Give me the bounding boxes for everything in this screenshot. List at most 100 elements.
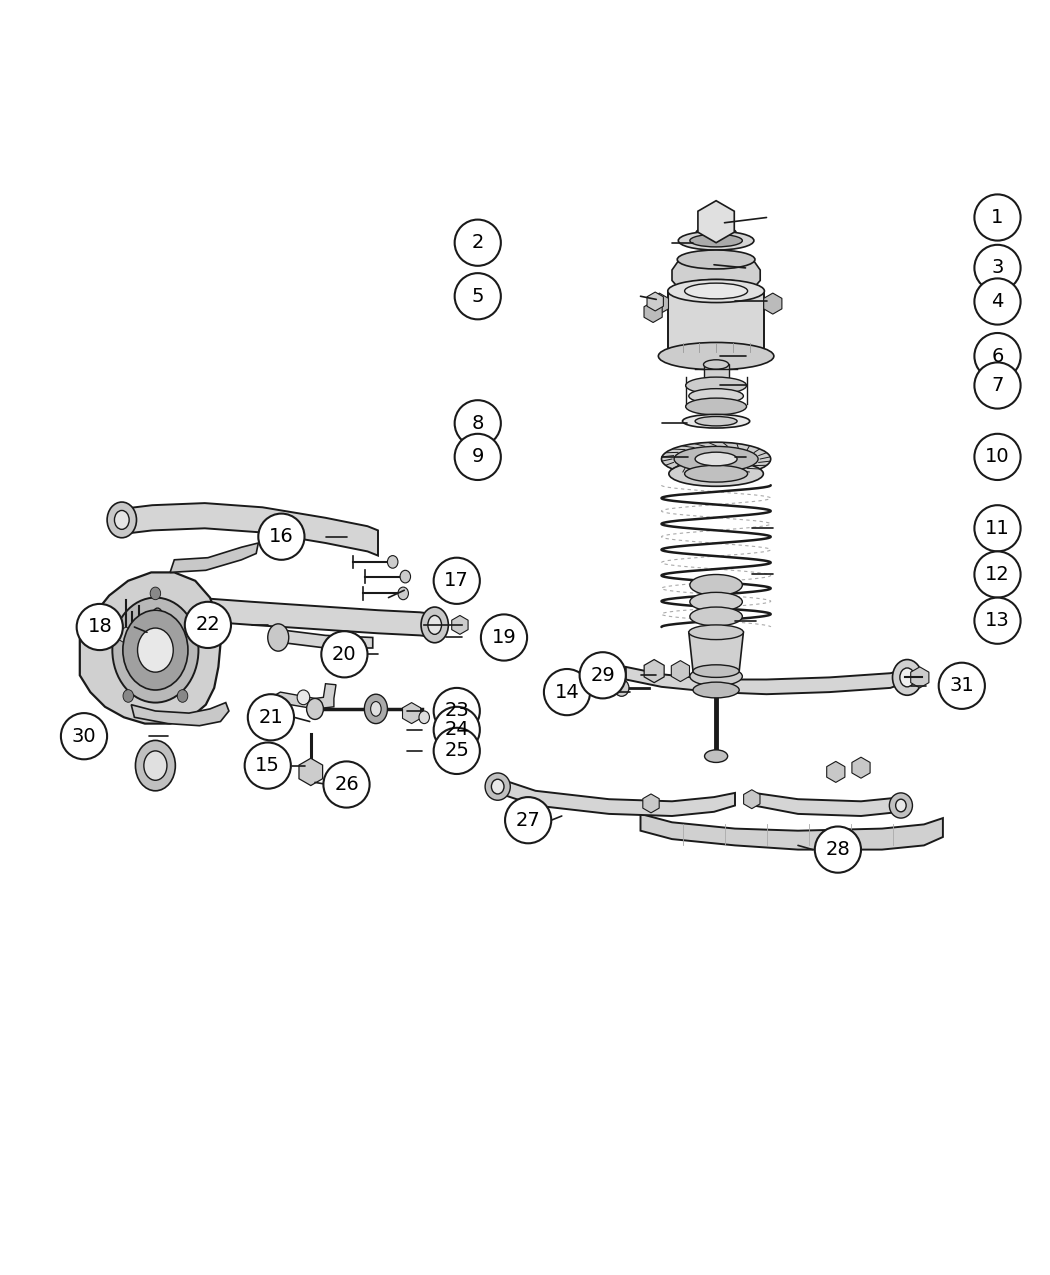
Text: 21: 21 (258, 708, 284, 727)
Polygon shape (626, 667, 916, 694)
Ellipse shape (177, 690, 188, 703)
Polygon shape (671, 660, 690, 682)
Circle shape (455, 400, 501, 446)
Ellipse shape (685, 283, 748, 298)
Ellipse shape (690, 593, 742, 611)
Ellipse shape (400, 570, 411, 583)
Polygon shape (170, 543, 258, 572)
Text: 9: 9 (471, 448, 484, 467)
Ellipse shape (704, 360, 729, 370)
Circle shape (974, 278, 1021, 325)
Text: 22: 22 (195, 616, 220, 635)
Text: 14: 14 (554, 682, 580, 701)
Ellipse shape (693, 682, 739, 697)
Text: 1: 1 (991, 208, 1004, 227)
Ellipse shape (371, 701, 381, 717)
Text: 27: 27 (516, 811, 541, 830)
Circle shape (974, 434, 1021, 479)
Circle shape (323, 761, 370, 807)
Polygon shape (80, 572, 220, 724)
Ellipse shape (705, 750, 728, 762)
Ellipse shape (146, 601, 169, 632)
Text: 23: 23 (444, 701, 469, 720)
Polygon shape (743, 789, 760, 808)
Polygon shape (273, 683, 336, 709)
Text: 7: 7 (991, 376, 1004, 395)
Polygon shape (119, 627, 133, 644)
Circle shape (434, 728, 480, 774)
Polygon shape (689, 632, 743, 671)
Circle shape (481, 615, 527, 660)
Ellipse shape (658, 343, 774, 370)
Circle shape (974, 551, 1021, 598)
Polygon shape (852, 757, 870, 778)
Ellipse shape (114, 510, 129, 529)
Ellipse shape (696, 227, 736, 237)
Circle shape (974, 245, 1021, 291)
Circle shape (974, 333, 1021, 379)
Ellipse shape (686, 377, 747, 394)
Text: 5: 5 (471, 287, 484, 306)
Ellipse shape (689, 389, 743, 403)
Circle shape (258, 514, 304, 560)
Text: 31: 31 (949, 676, 974, 695)
Polygon shape (402, 703, 421, 724)
Text: 20: 20 (332, 645, 357, 664)
Ellipse shape (112, 598, 198, 703)
Text: 19: 19 (491, 629, 517, 646)
Circle shape (77, 604, 123, 650)
Circle shape (245, 742, 291, 789)
Ellipse shape (138, 629, 173, 672)
Circle shape (974, 194, 1021, 241)
Ellipse shape (297, 690, 310, 705)
Ellipse shape (491, 779, 504, 794)
Circle shape (455, 273, 501, 319)
Circle shape (455, 219, 501, 265)
Ellipse shape (674, 446, 758, 472)
Ellipse shape (428, 616, 442, 635)
Polygon shape (131, 703, 229, 725)
Ellipse shape (896, 799, 906, 812)
Ellipse shape (307, 699, 323, 719)
Polygon shape (826, 761, 845, 783)
Circle shape (939, 663, 985, 709)
Polygon shape (155, 595, 436, 638)
Polygon shape (118, 504, 378, 556)
Text: 26: 26 (334, 775, 359, 794)
Ellipse shape (690, 607, 742, 626)
Ellipse shape (107, 502, 136, 538)
Ellipse shape (695, 453, 737, 465)
Polygon shape (672, 260, 760, 289)
Text: 28: 28 (825, 840, 851, 859)
Polygon shape (704, 365, 729, 385)
Ellipse shape (695, 417, 737, 426)
Ellipse shape (419, 711, 429, 724)
Circle shape (974, 362, 1021, 408)
Circle shape (580, 653, 626, 699)
Ellipse shape (106, 626, 117, 639)
Ellipse shape (669, 462, 763, 486)
Circle shape (505, 797, 551, 843)
Ellipse shape (668, 279, 764, 302)
Polygon shape (668, 291, 764, 356)
Ellipse shape (900, 668, 915, 687)
Ellipse shape (194, 626, 205, 639)
Polygon shape (644, 301, 663, 323)
Ellipse shape (892, 659, 922, 695)
Ellipse shape (889, 793, 912, 819)
Polygon shape (643, 794, 659, 813)
Circle shape (434, 706, 480, 754)
Ellipse shape (150, 586, 161, 599)
Ellipse shape (144, 751, 167, 780)
Ellipse shape (690, 575, 742, 595)
Polygon shape (125, 640, 140, 657)
Polygon shape (640, 813, 943, 849)
Text: 4: 4 (991, 292, 1004, 311)
Circle shape (974, 598, 1021, 644)
Polygon shape (763, 293, 782, 314)
Circle shape (434, 688, 480, 734)
Ellipse shape (678, 231, 754, 250)
Circle shape (815, 826, 861, 872)
Text: 25: 25 (444, 741, 469, 760)
Text: 2: 2 (471, 233, 484, 252)
